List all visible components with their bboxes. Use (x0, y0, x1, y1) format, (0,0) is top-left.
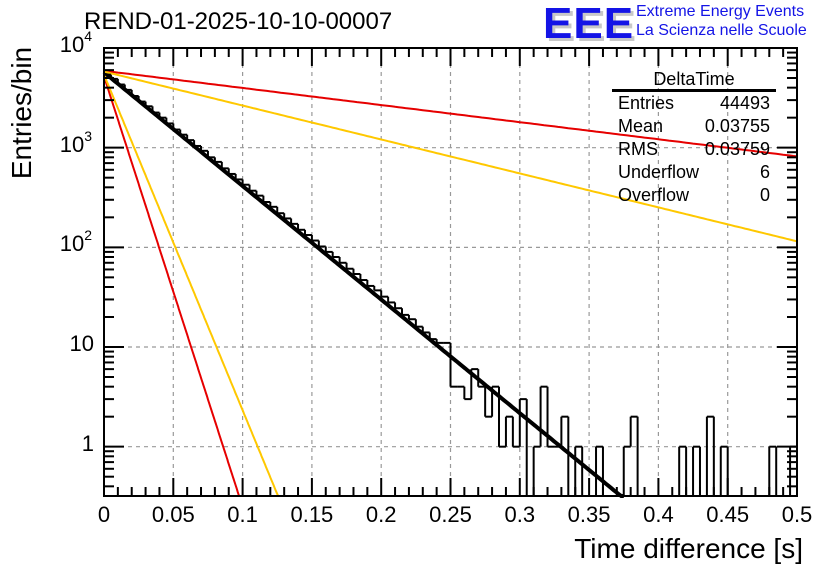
x-tick-label: 0.1 (227, 502, 258, 527)
stats-row-entries: Entries 44493 (612, 92, 770, 115)
y-tick-label: 104 (59, 28, 92, 57)
curve-fit (102, 70, 624, 498)
stats-title: DeltaTime (612, 70, 776, 92)
x-tick-label: 0 (97, 502, 111, 527)
stats-label: Mean (618, 116, 664, 136)
y-axis-label: Entries/bin (6, 46, 37, 180)
x-tick-label: 0.15 (290, 502, 334, 527)
plot-title: REND-01-2025-10-10-00007 (84, 8, 393, 35)
stats-row-rms: RMS 0.03759 (612, 138, 770, 161)
logo-line-2: La Scienza nelle Scuole (636, 22, 807, 39)
stats-label: Underflow (618, 162, 700, 182)
stats-value: 0 (759, 185, 770, 205)
eee-logo-text: Extreme Energy Events La Scienza nelle S… (636, 2, 807, 40)
x-tick-label: 0.3 (504, 502, 536, 527)
stats-label: Entries (618, 93, 675, 113)
x-tick-label: 0.35 (567, 502, 611, 527)
x-tick-label: 0.2 (365, 502, 397, 527)
eee-logo: EEE (543, 0, 635, 48)
curve-upper-bound-red (103, 69, 798, 158)
curve-upper-bound-yellow (103, 70, 798, 243)
x-tick-label: 0.45 (706, 502, 750, 527)
stats-row-mean: Mean 0.03755 (612, 115, 770, 138)
stats-row-underflow: Underflow 6 (612, 161, 770, 184)
axes-frame (103, 47, 798, 497)
stats-row-overflow: Overflow 0 (612, 184, 770, 207)
stats-value: 0.03755 (704, 116, 770, 136)
stats-value: 6 (759, 162, 770, 182)
logo-line-1: Extreme Energy Events (636, 3, 805, 20)
stats-label: RMS (618, 139, 658, 159)
fit-curves (102, 69, 798, 498)
y-tick-label: 103 (59, 127, 92, 157)
y-tick-label: 1 (81, 430, 94, 456)
curve-lower-bound-yellow (103, 74, 280, 497)
grid-lines (104, 48, 797, 496)
stats-box: DeltaTime Entries 44493 Mean 0.03755 RMS 0.… (612, 70, 780, 207)
x-tick-label: 0.05 (151, 502, 195, 527)
x-tick-label: 0.5 (781, 502, 813, 527)
stats-value: 0.03759 (704, 139, 770, 159)
x-tick-label: 0.4 (643, 502, 674, 527)
curve-lower-bound-red (103, 75, 243, 497)
y-tick-label: 102 (59, 227, 92, 257)
stats-label: Overflow (618, 185, 690, 205)
histogram (103, 73, 797, 496)
x-tick-label: 0.25 (429, 502, 472, 527)
y-tick-label: 10 (69, 331, 94, 356)
x-axis-label: Time difference [s] (574, 533, 803, 564)
stats-value: 44493 (719, 93, 770, 113)
